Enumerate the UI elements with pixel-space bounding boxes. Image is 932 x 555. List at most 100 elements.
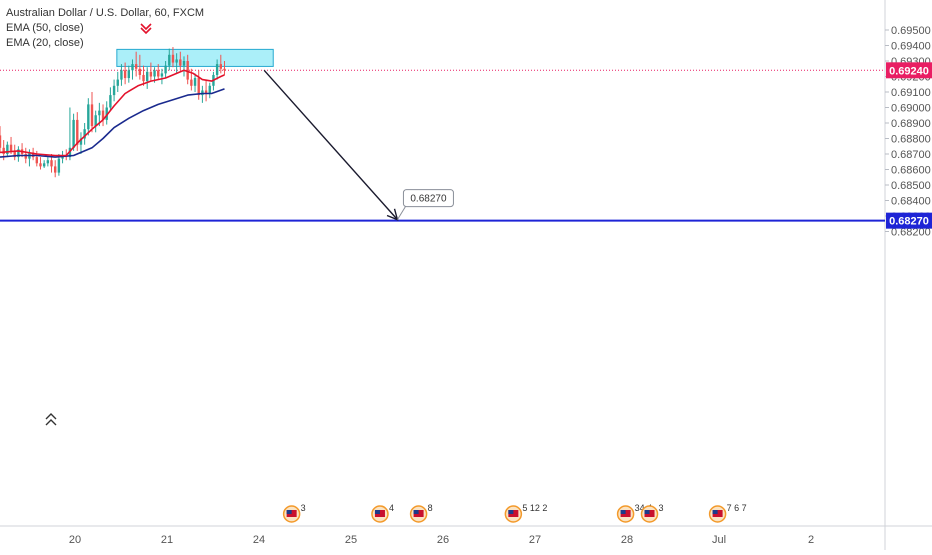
candle-body (127, 70, 130, 79)
candle-body (219, 64, 222, 69)
event-marker: 5 12 2 (504, 503, 547, 523)
candle-body (146, 71, 149, 82)
candle-body (112, 85, 116, 96)
candle-body (190, 79, 193, 86)
candle-body (182, 61, 186, 66)
x-tick-label: Jul (712, 534, 726, 546)
candle-body (98, 110, 101, 116)
candle-body (17, 149, 20, 158)
event-marker: 4 (371, 503, 394, 523)
chevron-up-line (45, 413, 57, 420)
event-marker: 7 6 7 (708, 503, 747, 523)
candle-body (50, 160, 53, 167)
candle-body (131, 64, 134, 71)
candle-body (109, 95, 112, 108)
event-marker: 3 (640, 503, 664, 523)
event-marker-label: 4 (389, 503, 394, 513)
y-tick-label: 0.69500 (891, 25, 931, 37)
x-tick-label: 28 (621, 534, 633, 546)
candle-body (39, 163, 42, 167)
current-price-badge (886, 62, 932, 79)
candle-body (90, 104, 94, 127)
candle-body (142, 74, 145, 82)
candle-body (46, 160, 50, 164)
x-tick-label: 2 (808, 534, 814, 546)
event-flag-canton (413, 510, 419, 514)
candle-body (120, 70, 123, 80)
target-label-pointer (397, 206, 406, 220)
event-marker-label: 3 (659, 503, 664, 513)
candle-body (116, 79, 119, 86)
candle-body (138, 68, 142, 75)
event-flag-canton (644, 510, 650, 514)
candle-body (186, 61, 189, 80)
x-tick-label: 20 (69, 534, 81, 546)
supply-zone-rectangle (116, 48, 274, 67)
event-marker: 3 (282, 503, 306, 523)
target-label-text: 0.68270 (410, 194, 447, 205)
candle-body (168, 54, 171, 66)
y-tick-label: 0.68800 (891, 134, 931, 146)
candle-body (153, 70, 156, 77)
event-flag-canton (620, 510, 626, 514)
event-marker-label: 3 (301, 503, 306, 513)
target-label-box (402, 189, 454, 208)
scroll-up-chevron-icon (45, 413, 57, 426)
ema50-line (0, 88, 225, 158)
candle-body (215, 64, 219, 75)
candle-body (2, 147, 5, 154)
candle-body (94, 115, 97, 127)
event-marker-label: 5 12 2 (522, 503, 547, 513)
candle-body (54, 166, 57, 173)
target-price-badge-text: 0.68270 (889, 216, 929, 228)
candle-body (9, 144, 13, 151)
y-tick-label: 0.68500 (891, 180, 931, 192)
x-tick-label: 26 (437, 534, 449, 546)
candle-body (105, 107, 108, 120)
target-price-badge (886, 212, 932, 229)
candle-body (35, 157, 38, 164)
candle-body (164, 65, 167, 74)
candle-body (72, 119, 75, 148)
candle-body (42, 163, 46, 167)
y-tick-label: 0.69000 (891, 103, 931, 115)
candle-body (157, 70, 160, 77)
candle-body (171, 54, 175, 63)
y-tick-label: 0.68200 (891, 227, 931, 239)
legend-symbol[interactable]: Australian Dollar / U.S. Dollar, 60, FXC… (6, 7, 205, 19)
candle-body (57, 158, 61, 173)
candle-body (197, 78, 200, 96)
x-tick-label: 24 (253, 534, 265, 546)
candle-body (123, 70, 127, 79)
candle-body (79, 138, 83, 145)
candle-body (160, 73, 164, 77)
current-price-badge-text: 0.69240 (889, 65, 929, 77)
candle-body (208, 85, 211, 94)
y-tick-label: 0.68900 (891, 118, 931, 130)
x-tick-label: 27 (529, 534, 541, 546)
candle-body (134, 64, 138, 69)
candle-body (87, 104, 90, 130)
candle-body (223, 68, 226, 71)
chevron-down-line (140, 23, 152, 31)
legend-ema20[interactable]: EMA (20, close) (6, 37, 84, 49)
candle-body (149, 71, 153, 77)
chevron-up-line (45, 419, 57, 426)
collapse-chevron-icon (140, 23, 152, 35)
ema20-line (0, 69, 225, 157)
event-flag-canton (286, 510, 292, 514)
candle-body (24, 154, 27, 159)
candle-body (175, 59, 178, 63)
candle-body (76, 119, 79, 145)
legend-ema50[interactable]: EMA (50, close) (6, 22, 84, 34)
chevron-down-line (140, 27, 152, 35)
candle-body (83, 129, 86, 139)
candle-body (6, 144, 9, 154)
event-flag-canton (374, 510, 380, 514)
event-marker-label: 7 6 7 (727, 503, 747, 513)
event-flag-canton (712, 510, 718, 514)
x-tick-label: 21 (161, 534, 173, 546)
candle-body (204, 90, 208, 94)
